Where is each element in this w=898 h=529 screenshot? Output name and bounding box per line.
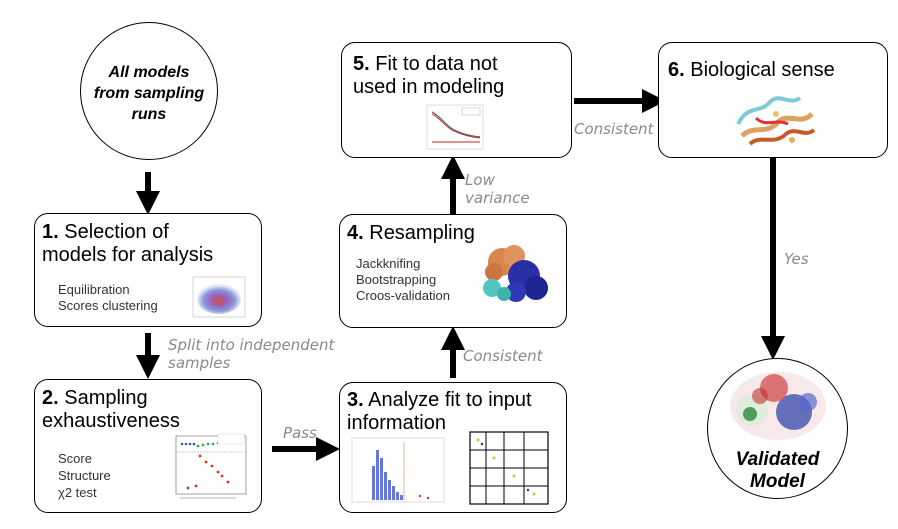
step1-title-line2: models for analysis <box>42 244 214 266</box>
step2-item: Structure <box>58 468 111 483</box>
convergence-plot-image <box>175 433 247 499</box>
step1-items: Equilibration Scores clustering <box>58 282 158 314</box>
step3-title-line2: information <box>347 412 446 434</box>
edge-label-low-variance-line1: Low <box>465 171 495 189</box>
step3-title: 3. Analyze fit to input information <box>347 389 532 435</box>
resampling-structure-image <box>483 245 548 302</box>
start-line-3: runs <box>131 106 167 123</box>
start-text: All models from sampling runs <box>80 62 218 125</box>
step1-number: 1. <box>42 221 59 243</box>
edge-label-split-line2: samples <box>168 354 231 372</box>
step2-item: χ2 test <box>58 485 97 500</box>
step4-title: 4. Resampling <box>347 222 475 245</box>
edge-label-yes: Yes <box>784 250 809 268</box>
step2-title-line1: Sampling <box>58 387 148 409</box>
start-circle <box>80 22 218 160</box>
step5-title: 5. Fit to data not used in modeling <box>353 53 504 99</box>
step5-title-line1: Fit to data not <box>369 53 498 75</box>
protein-ribbon-image <box>736 96 816 146</box>
start-line-1: All models <box>108 64 190 81</box>
step4-number: 4. <box>347 222 364 244</box>
step2-items: Score Structure χ2 test <box>58 450 111 501</box>
step2-item: Score <box>58 451 92 466</box>
validated-model-image <box>730 372 826 440</box>
contact-map-image <box>469 431 549 505</box>
histogram-image <box>351 437 445 503</box>
step5-number: 5. <box>353 53 370 75</box>
edge-label-low-variance-line2: variance <box>465 189 530 207</box>
step1-item: Equilibration <box>58 282 130 297</box>
step6-title-line1: Biological sense <box>684 59 835 81</box>
step1-title-line1: Selection of <box>58 221 169 243</box>
end-line-1: Validated <box>735 449 820 470</box>
end-text: Validated Model <box>707 449 848 493</box>
step4-item: Jackknifing <box>356 256 421 271</box>
step4-title-line1: Resampling <box>363 222 475 244</box>
step2-title: 2. Sampling exhaustiveness <box>42 387 180 433</box>
step2-number: 2. <box>42 387 59 409</box>
edge-label-consistent-5-6: Consistent <box>574 120 654 138</box>
step4-items: Jackknifing Bootstrapping Croos-validati… <box>356 256 450 304</box>
step3-title-line1: Analyze fit to input <box>363 389 532 411</box>
step2-title-line2: exhaustiveness <box>42 410 180 432</box>
step1-title: 1. Selection of models for analysis <box>42 221 213 267</box>
edge-label-split: Split into independent samples <box>168 336 334 372</box>
saxs-fit-plot-image <box>426 104 484 150</box>
step3-number: 3. <box>347 389 364 411</box>
end-line-2: Model <box>750 471 805 492</box>
edge-label-low-variance: Low variance <box>465 171 530 207</box>
step6-title: 6. Biological sense <box>668 59 835 82</box>
clustering-plot-image <box>192 276 246 318</box>
step6-number: 6. <box>668 59 685 81</box>
edge-label-consistent-3-4: Consistent <box>463 347 543 365</box>
step5-title-line2: used in modeling <box>353 76 505 98</box>
edge-label-pass: Pass <box>283 424 317 442</box>
step4-item: Croos-validation <box>356 288 450 303</box>
start-line-2: from sampling <box>93 85 205 102</box>
step1-item: Scores clustering <box>58 298 158 313</box>
edge-label-split-line1: Split into independent <box>168 336 335 354</box>
step4-item: Bootstrapping <box>356 272 437 287</box>
